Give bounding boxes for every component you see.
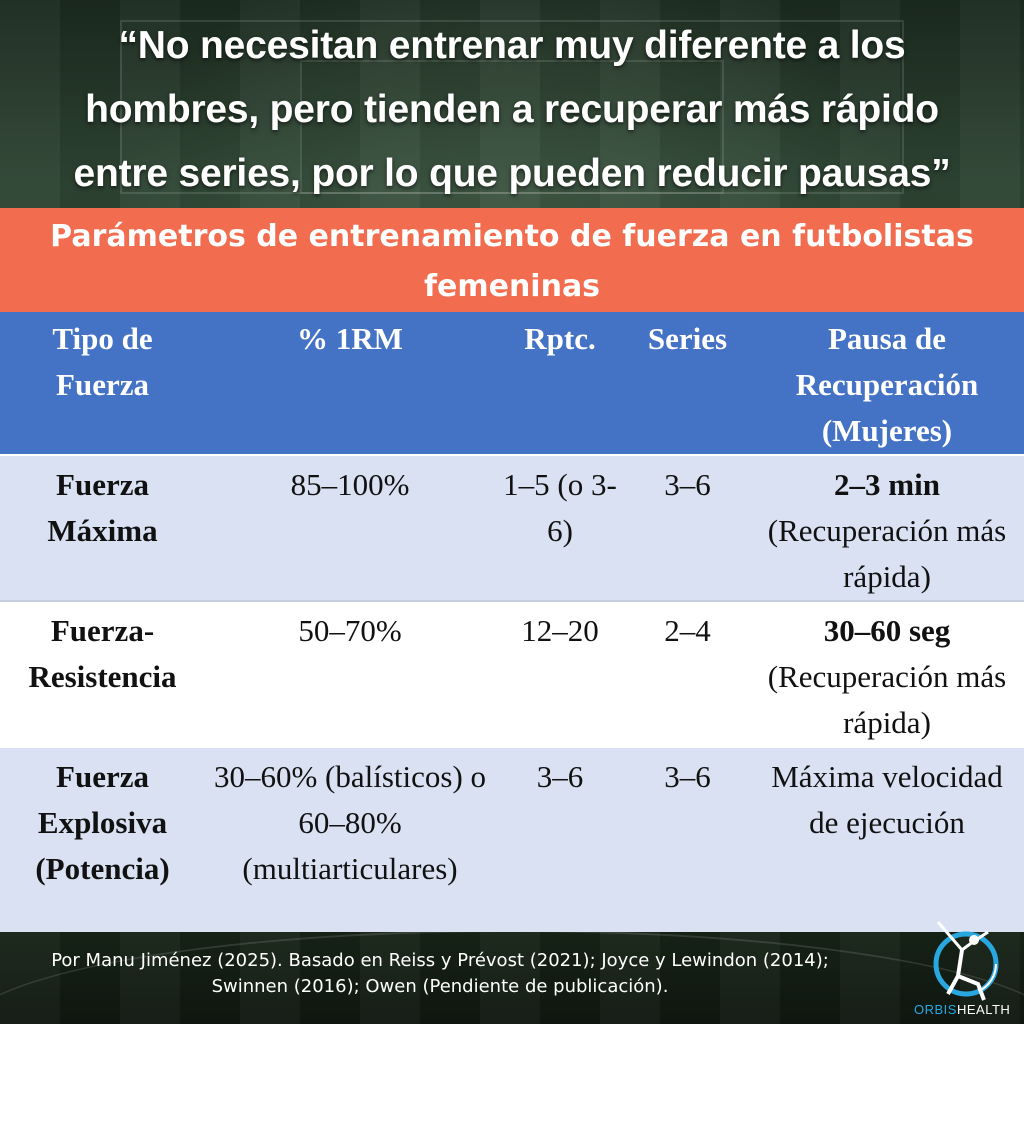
quote-line-3: entre series, por lo que pueden reducir … — [73, 152, 951, 195]
pause-note: Máxima velocidad de ejecución — [771, 759, 1003, 840]
quote-line-2: hombres, pero tienden a recuperar más rá… — [85, 88, 939, 131]
header-pausa: Pausa de Recuperación (Mujeres) — [750, 312, 1024, 455]
cell-rm: 30–60% (balísticos) o 60–80% (multiartic… — [205, 746, 495, 932]
cell-type: Fuerza Máxima — [0, 454, 205, 601]
cell-pause: 30–60 seg (Recuperación más rápida) — [750, 600, 1024, 747]
table-row: Fuerza Explosiva (Potencia) 30–60% (balí… — [0, 746, 1024, 932]
footer-credits: Por Manu Jiménez (2025). Basado en Reiss… — [30, 948, 850, 1000]
brand-name-part-2: HEALTH — [956, 1002, 1011, 1017]
header-series: Series — [625, 312, 750, 455]
cell-reps: 12–20 — [495, 600, 625, 747]
header-rm: % 1RM — [205, 312, 495, 455]
footer-author: Por Manu Jiménez (2025). Basado en — [51, 950, 389, 971]
field-box-top — [300, 60, 724, 194]
cell-pause: Máxima velocidad de ejecución — [750, 746, 1024, 932]
runner-logo-icon — [933, 921, 999, 1001]
cell-rm: 50–70% — [205, 600, 495, 747]
pause-note: (Recuperación más rápida) — [767, 659, 1007, 740]
quote-line-1: “No necesitan entrenar muy diferente a l… — [118, 24, 906, 67]
pause-duration: 30–60 seg — [823, 613, 951, 648]
table-title: Parámetros de entrenamiento de fuerza en… — [0, 208, 1024, 312]
cell-reps: 3–6 — [495, 746, 625, 932]
cell-pause: 2–3 min (Recuperación más rápida) — [750, 454, 1024, 601]
cell-series: 3–6 — [625, 746, 750, 932]
header-tipo: Tipo de Fuerza — [0, 312, 205, 455]
pause-note: (Recuperación más rápida) — [767, 513, 1007, 594]
cell-type: Fuerza-Resistencia — [0, 600, 205, 747]
training-table: Tipo de Fuerza % 1RM Rptc. Series Pausa … — [0, 312, 1024, 932]
brand-name-part-1: ORBIS — [914, 1002, 957, 1017]
table-row: Fuerza-Resistencia 50–70% 12–20 2–4 30–6… — [0, 600, 1024, 747]
pause-duration: 2–3 min — [834, 467, 940, 502]
cell-reps: 1–5 (o 3-6) — [495, 454, 625, 601]
field-line-top — [120, 20, 904, 194]
cell-series: 3–6 — [625, 454, 750, 601]
table-row: Fuerza Máxima 85–100% 1–5 (o 3-6) 3–6 2–… — [0, 454, 1024, 601]
cell-series: 2–4 — [625, 600, 750, 747]
brand-name: ORBISHEALTH — [914, 1002, 1010, 1017]
header-reps: Rptc. — [495, 312, 625, 455]
footer-references: Reiss y Prévost (2021); Joyce y Lewindon… — [211, 950, 829, 997]
quote-text: “No necesitan entrenar muy diferente a l… — [0, 14, 1024, 206]
cell-type: Fuerza Explosiva (Potencia) — [0, 746, 205, 932]
cell-rm: 85–100% — [205, 454, 495, 601]
table-header-row: Tipo de Fuerza % 1RM Rptc. Series Pausa … — [0, 312, 1024, 455]
